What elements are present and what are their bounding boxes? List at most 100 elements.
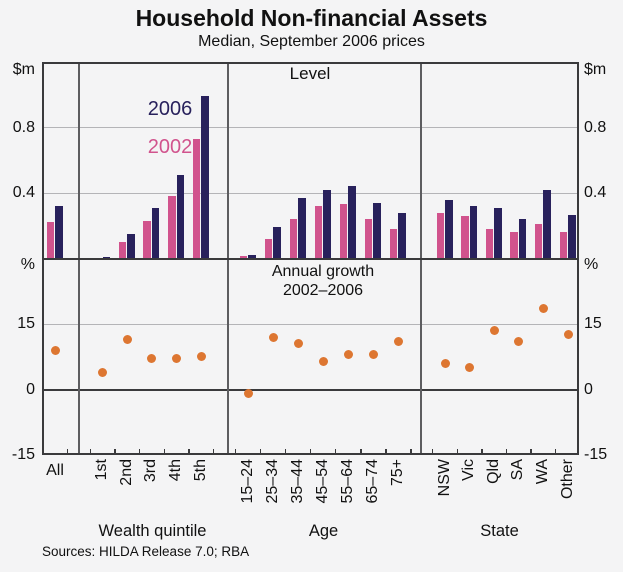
category-label-WA: WA	[533, 459, 551, 485]
bar-2006-75+	[398, 212, 406, 259]
growth-dot-3rd	[147, 354, 157, 364]
bar-2006-65–74	[373, 202, 381, 259]
x-tick	[431, 448, 434, 455]
gridline-top-0.8	[43, 127, 578, 128]
category-label-2nd: 2nd	[117, 459, 135, 486]
x-tick	[259, 448, 262, 455]
growth-dot-5th	[196, 352, 206, 362]
growth-dot-NSW	[440, 358, 450, 368]
growth-dot-2nd	[122, 334, 132, 344]
category-label-Vic: Vic	[460, 459, 478, 481]
bar-2006-25–34	[273, 227, 281, 259]
category-label-Qld: Qld	[484, 459, 502, 484]
bar-2002-Other	[559, 232, 567, 259]
y-tick-label-left--15: -15	[11, 446, 35, 463]
growth-dot-4th	[172, 354, 182, 364]
y-tick-label-right-0.4: 0.4	[584, 184, 607, 201]
bar-2006-4th	[176, 174, 185, 259]
category-label-NSW: NSW	[435, 459, 453, 497]
y-axis-unit-bottom-right: %	[584, 256, 599, 273]
bar-2006-SA	[518, 219, 527, 259]
bar-2002-25–34	[264, 238, 273, 259]
category-label-15–24: 15–24	[238, 459, 256, 504]
bar-2002-45–54	[314, 206, 323, 259]
growth-dot-Other	[563, 330, 573, 340]
x-tick	[481, 448, 483, 455]
bottom-panel-title-line1: Annual growth	[271, 263, 375, 280]
bar-2006-3rd	[151, 207, 160, 259]
bar-2002-3rd	[143, 220, 151, 259]
category-label-35–44: 35–44	[288, 459, 306, 504]
bar-2002-NSW	[436, 212, 444, 259]
x-tick	[89, 448, 92, 455]
growth-dot-65–74	[368, 350, 378, 360]
y-tick-label-right-0: 0	[584, 380, 593, 398]
x-tick	[360, 448, 362, 455]
bar-2006-All	[55, 206, 63, 259]
growth-dot-Vic	[465, 363, 475, 373]
bar-2002-Qld	[485, 229, 494, 259]
growth-dot-SA	[514, 336, 524, 346]
category-label-55–64: 55–64	[338, 459, 356, 504]
growth-dot-35–44	[293, 339, 303, 349]
category-label-65–74: 65–74	[363, 459, 381, 504]
category-label-4th: 4th	[167, 459, 185, 482]
bar-2002-4th	[168, 196, 176, 259]
zero-axis-line	[42, 388, 579, 391]
growth-dot-55–64	[343, 350, 353, 360]
legend-2002-label: 2002	[147, 136, 193, 158]
x-tick	[234, 448, 237, 455]
group-label-state: State	[480, 522, 519, 540]
bar-2006-Qld	[494, 207, 502, 259]
y-tick-label-left-0: 0	[26, 380, 35, 398]
x-tick	[554, 448, 557, 455]
y-tick-label-left-0.8: 0.8	[12, 118, 35, 136]
bar-2002-15–24	[239, 256, 247, 259]
bar-2006-5th	[201, 96, 209, 259]
group-label-wealth-quintile: Wealth quintile	[98, 522, 207, 540]
x-tick	[188, 448, 190, 455]
chart-subtitle: Median, September 2006 prices	[198, 33, 425, 50]
x-tick	[530, 448, 532, 455]
x-tick	[385, 448, 387, 455]
bar-2006-Other	[568, 215, 576, 259]
bar-2006-NSW	[445, 199, 453, 259]
category-label-Other: Other	[558, 459, 576, 500]
x-tick	[66, 448, 69, 455]
bar-2002-SA	[510, 232, 518, 259]
y-axis-unit-top-left: $m	[12, 61, 35, 78]
bar-2006-45–54	[323, 189, 331, 259]
category-label-All: All	[46, 462, 64, 479]
top-panel-title: Level	[289, 64, 331, 83]
growth-dot-75+	[393, 336, 403, 346]
x-tick	[138, 448, 141, 455]
legend-2006-label: 2006	[147, 98, 193, 120]
bar-2002-55–64	[339, 204, 348, 259]
y-axis-unit-top-right: $m	[584, 61, 607, 78]
bar-2002-35–44	[289, 219, 298, 259]
x-tick	[114, 448, 116, 455]
growth-dot-25–34	[268, 332, 278, 342]
bar-2006-2nd	[127, 233, 135, 259]
bar-2006-55–64	[348, 186, 356, 259]
bar-2006-35–44	[298, 197, 306, 259]
bar-2006-Vic	[469, 206, 478, 259]
y-axis-unit-bottom-left: %	[20, 256, 35, 273]
panel-separator-line	[42, 257, 579, 260]
growth-dot-1st	[98, 367, 108, 377]
category-label-5th: 5th	[191, 459, 209, 482]
y-tick-label-left-15: 15	[17, 315, 35, 332]
category-label-3rd: 3rd	[142, 459, 160, 483]
x-tick	[212, 448, 215, 455]
x-tick	[309, 448, 312, 455]
gridline-bottom-15	[43, 323, 578, 325]
x-tick	[505, 448, 508, 455]
bar-2002-5th	[192, 138, 201, 259]
growth-dot-Qld	[489, 326, 499, 336]
bar-2006-WA	[543, 189, 551, 259]
x-tick	[284, 448, 287, 455]
bottom-panel-title-line2: 2002–2006	[282, 282, 364, 299]
gridline-top-0.4	[43, 192, 578, 194]
category-label-45–54: 45–54	[313, 459, 331, 504]
